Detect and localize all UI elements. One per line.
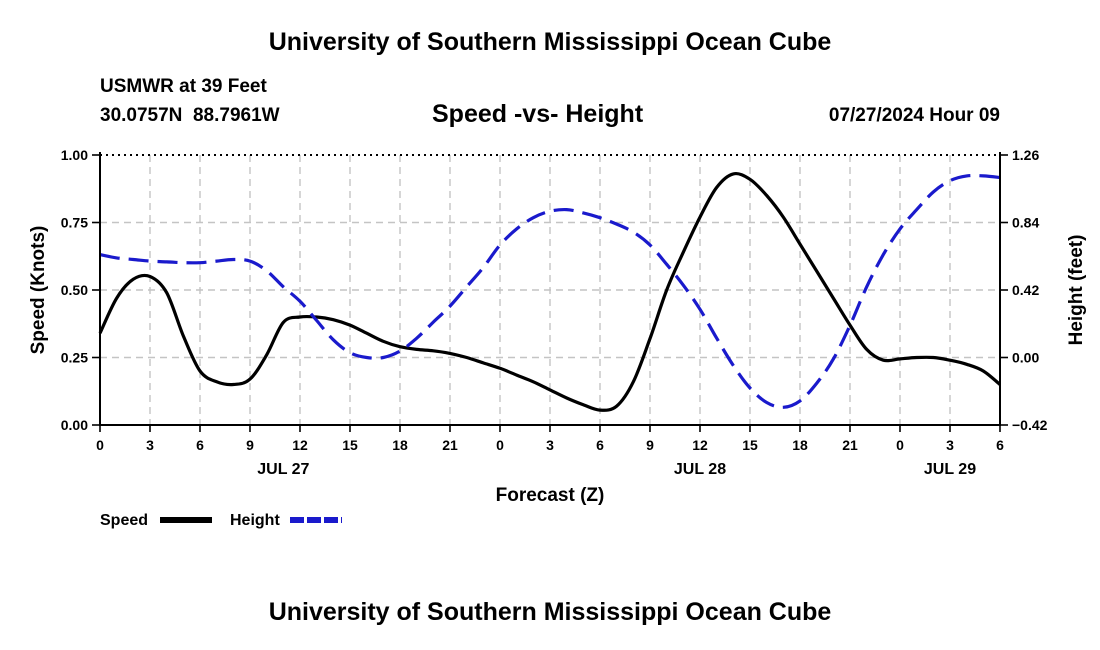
right-y-tick-label: 0.00 [1012, 350, 1039, 366]
right-y-tick-label: 0.84 [1012, 215, 1039, 231]
page-title: University of Southern Mississippi Ocean… [268, 28, 832, 56]
grid-lines [100, 154, 1000, 425]
right-y-tick-label: 0.42 [1012, 282, 1039, 298]
height-series-line [99, 173, 1001, 409]
legend-label-height: Height [230, 512, 280, 529]
legend: Speed Height [100, 512, 342, 529]
footer-title: University of Southern Mississippi Ocean… [268, 598, 832, 626]
x-tick-label: 9 [246, 437, 254, 453]
x-tick-label: 6 [596, 437, 604, 453]
x-tick-label: 9 [646, 437, 654, 453]
left-y-tick-label: 0.50 [61, 282, 88, 298]
date-label: JUL 27 [257, 461, 309, 478]
speed-series-line [98, 171, 1002, 412]
right-y-tick-label: −0.42 [1012, 417, 1048, 433]
left-y-tick-label: 0.25 [61, 350, 88, 366]
date-label: JUL 28 [674, 461, 726, 478]
x-tick-label: 12 [692, 437, 708, 453]
series-layer [98, 171, 1002, 412]
chart-title: Speed -vs- Height [432, 100, 644, 128]
x-axis-title: Forecast (Z) [496, 485, 605, 506]
forecast-datetime: 07/27/2024 Hour 09 [828, 105, 1000, 126]
x-tick-label: 21 [442, 437, 458, 453]
axes: 0.00 0.25 0.50 0.75 1.00 −0.42 0.00 0.42 0.84 1.2… [28, 147, 1087, 506]
x-tick-label: 0 [496, 437, 504, 453]
date-label: JUL 29 [924, 461, 976, 478]
right-y-axis-title: Height (feet) [1066, 235, 1087, 346]
x-tick-label: 6 [196, 437, 204, 453]
x-tick-label: 15 [742, 437, 758, 453]
x-tick-label: 0 [896, 437, 904, 453]
x-tick-label: 0 [96, 437, 104, 453]
left-y-axis-title: Speed (Knots) [28, 226, 49, 355]
right-y-tick-label: 1.26 [1012, 147, 1039, 163]
x-tick-label: 3 [946, 437, 954, 453]
x-tick-label: 21 [842, 437, 858, 453]
x-tick-label: 3 [146, 437, 154, 453]
x-tick-label: 6 [996, 437, 1004, 453]
legend-label-speed: Speed [100, 512, 148, 529]
station-coords: 30.0757N 88.7961W [100, 105, 280, 126]
x-tick-label: 15 [342, 437, 358, 453]
station-name: USMWR at 39 Feet [100, 76, 267, 97]
x-tick-label: 18 [792, 437, 808, 453]
left-y-tick-label: 0.00 [61, 417, 88, 433]
x-tick-label: 18 [392, 437, 408, 453]
x-tick-label: 3 [546, 437, 554, 453]
x-tick-label: 12 [292, 437, 308, 453]
left-y-tick-label: 0.75 [61, 215, 88, 231]
left-y-tick-label: 1.00 [61, 147, 88, 163]
